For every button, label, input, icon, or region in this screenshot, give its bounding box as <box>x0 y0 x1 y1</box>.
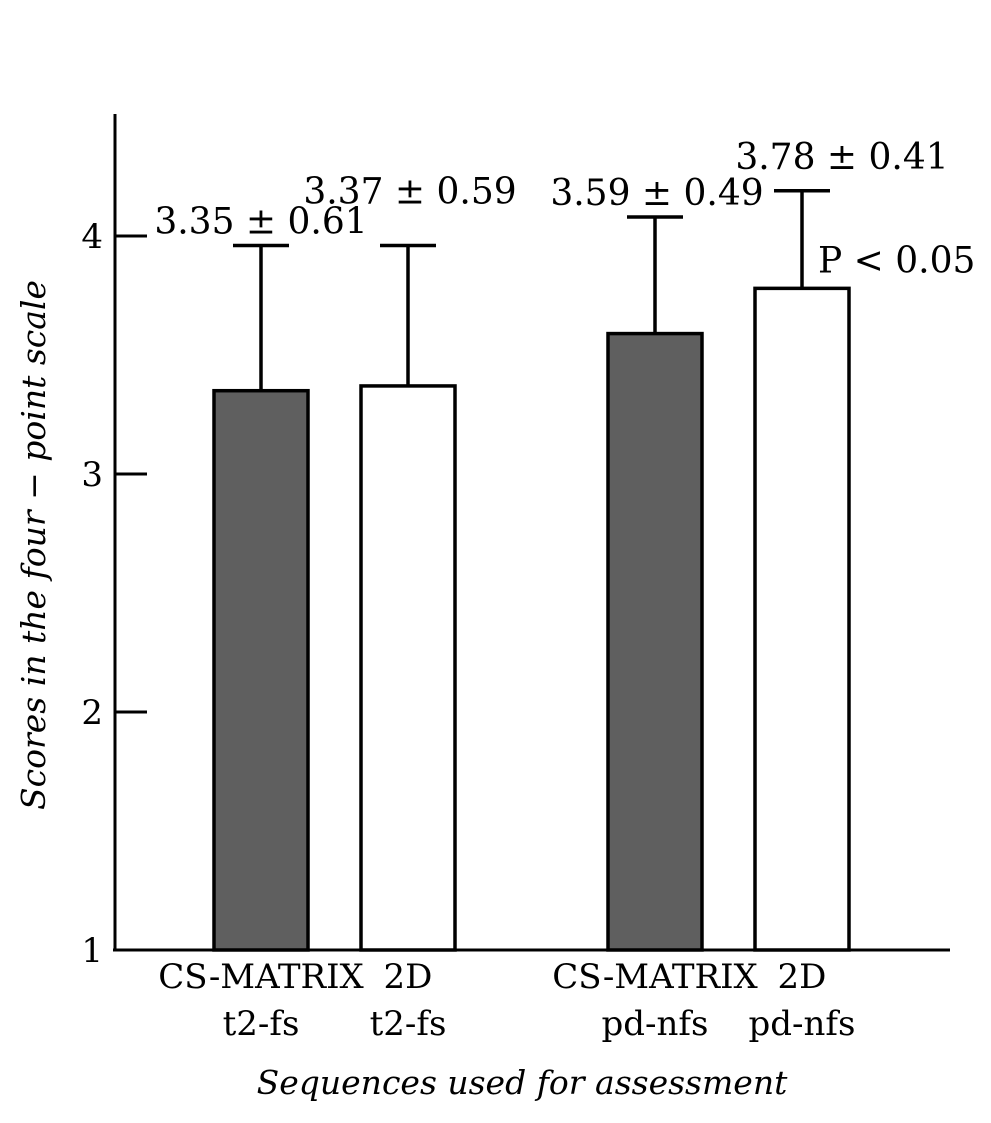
bar <box>212 388 310 952</box>
data-label: 3.78 ± 0.41 <box>735 137 948 178</box>
y-tick-label: 4 <box>81 217 103 257</box>
category-label-line1: CS-MATRIX <box>158 957 364 997</box>
data-label: 3.35 ± 0.61 <box>154 202 367 243</box>
y-tick-label: 3 <box>81 455 103 495</box>
y-tick-label: 2 <box>81 693 103 733</box>
significance-label: P < 0.05 <box>818 240 975 281</box>
bar <box>606 331 704 952</box>
data-labels: 3.35 ± 0.613.37 ± 0.59 3.59 ± 0.493.78 ± … <box>154 137 975 282</box>
category-label-line2: pd-nfs <box>749 1004 856 1044</box>
y-tick-label: 1 <box>81 931 103 971</box>
category-labels: CS-MATRIXt2-fs2Dt2-fsCS-MATRIXpd-nfs2Dpd… <box>158 957 855 1044</box>
category-label-line2: pd-nfs <box>602 1004 709 1044</box>
bar <box>753 286 851 952</box>
category-label-line2: t2-fs <box>223 1004 300 1044</box>
category-label-line1: 2D <box>778 957 827 997</box>
bars <box>212 286 851 952</box>
category-label-line1: CS-MATRIX <box>552 957 758 997</box>
y-axis-title: Scores in the four − point scale <box>14 280 53 810</box>
y-ticks: 1 2 3 4 <box>81 217 147 971</box>
data-label: 3.37 ± 0.59 <box>303 172 516 213</box>
data-label: 3.59 ± 0.49 <box>550 173 763 214</box>
category-label-line2: t2-fs <box>370 1004 447 1044</box>
bar <box>359 384 457 952</box>
error-bars <box>233 189 830 391</box>
x-axis-title: Sequences used for assessment <box>257 1063 788 1102</box>
category-label-line1: 2D <box>384 957 433 997</box>
